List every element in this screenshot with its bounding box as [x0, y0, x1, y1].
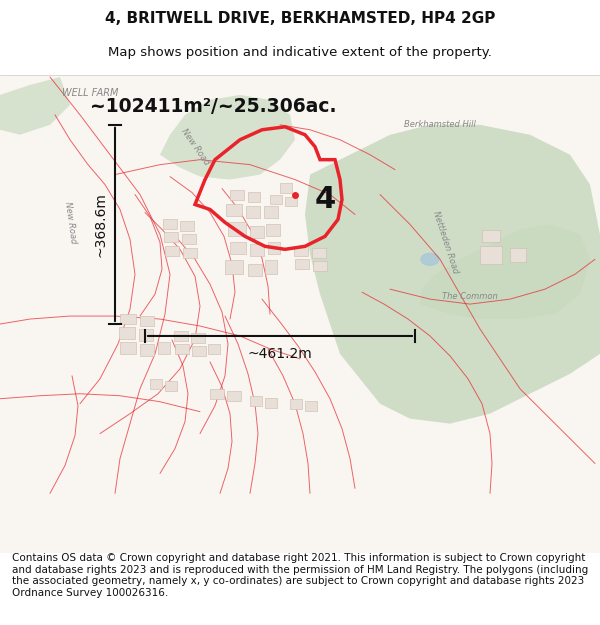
Bar	[226, 204, 242, 216]
Text: New Road: New Road	[62, 201, 77, 244]
Bar	[305, 401, 317, 411]
Bar	[312, 248, 326, 258]
Text: ~461.2m: ~461.2m	[248, 347, 313, 361]
Bar	[294, 246, 308, 256]
Bar	[270, 194, 282, 204]
Bar	[230, 242, 246, 254]
Bar	[119, 327, 135, 339]
Bar	[158, 342, 170, 354]
Bar	[165, 381, 177, 391]
Bar	[150, 379, 162, 389]
Bar	[174, 331, 188, 341]
Text: ~368.6m: ~368.6m	[94, 192, 108, 257]
Text: Contains OS data © Crown copyright and database right 2021. This information is : Contains OS data © Crown copyright and d…	[12, 553, 588, 598]
Text: 4, BRITWELL DRIVE, BERKHAMSTED, HP4 2GP: 4, BRITWELL DRIVE, BERKHAMSTED, HP4 2GP	[105, 11, 495, 26]
Bar	[510, 248, 526, 262]
Bar	[268, 242, 280, 254]
Bar	[164, 232, 178, 242]
Bar	[163, 219, 177, 229]
Text: ~102411m²/~25.306ac.: ~102411m²/~25.306ac.	[90, 98, 337, 116]
Polygon shape	[160, 95, 295, 179]
Text: Map shows position and indicative extent of the property.: Map shows position and indicative extent…	[108, 46, 492, 59]
Bar	[250, 226, 264, 238]
Bar	[120, 342, 136, 354]
Bar	[140, 344, 154, 356]
Bar	[182, 234, 196, 244]
Polygon shape	[305, 125, 600, 424]
Bar	[295, 259, 309, 269]
Bar	[228, 222, 246, 236]
Bar	[290, 399, 302, 409]
Bar	[180, 221, 194, 231]
Bar	[280, 182, 292, 192]
Bar	[250, 396, 262, 406]
Bar	[191, 333, 205, 343]
Polygon shape	[0, 77, 70, 135]
Bar	[313, 261, 327, 271]
Text: Nettleden Road: Nettleden Road	[431, 210, 460, 275]
Bar	[165, 246, 179, 256]
Bar	[139, 329, 153, 341]
Bar	[120, 314, 136, 324]
Bar	[266, 224, 280, 236]
Bar	[140, 316, 154, 326]
Bar	[175, 344, 189, 354]
Bar	[250, 244, 264, 256]
Bar	[285, 196, 297, 206]
Bar	[265, 398, 277, 408]
Ellipse shape	[421, 253, 439, 265]
Bar	[482, 231, 500, 242]
Bar	[230, 189, 244, 199]
Text: The Common: The Common	[442, 292, 498, 301]
Bar	[246, 206, 260, 218]
Bar	[248, 264, 262, 276]
Text: New Road: New Road	[179, 127, 211, 167]
Bar	[264, 206, 278, 218]
Bar	[227, 391, 241, 401]
Bar	[192, 346, 206, 356]
Polygon shape	[420, 224, 590, 319]
Bar	[480, 246, 502, 264]
Text: Berkhamsted Hill: Berkhamsted Hill	[404, 120, 476, 129]
Text: WELL FARM: WELL FARM	[62, 88, 118, 98]
Bar	[183, 248, 197, 258]
Bar	[248, 191, 260, 201]
Bar	[265, 260, 277, 274]
Bar	[225, 260, 243, 274]
Bar	[210, 389, 224, 399]
Bar	[208, 344, 220, 354]
Text: 4: 4	[315, 185, 336, 214]
